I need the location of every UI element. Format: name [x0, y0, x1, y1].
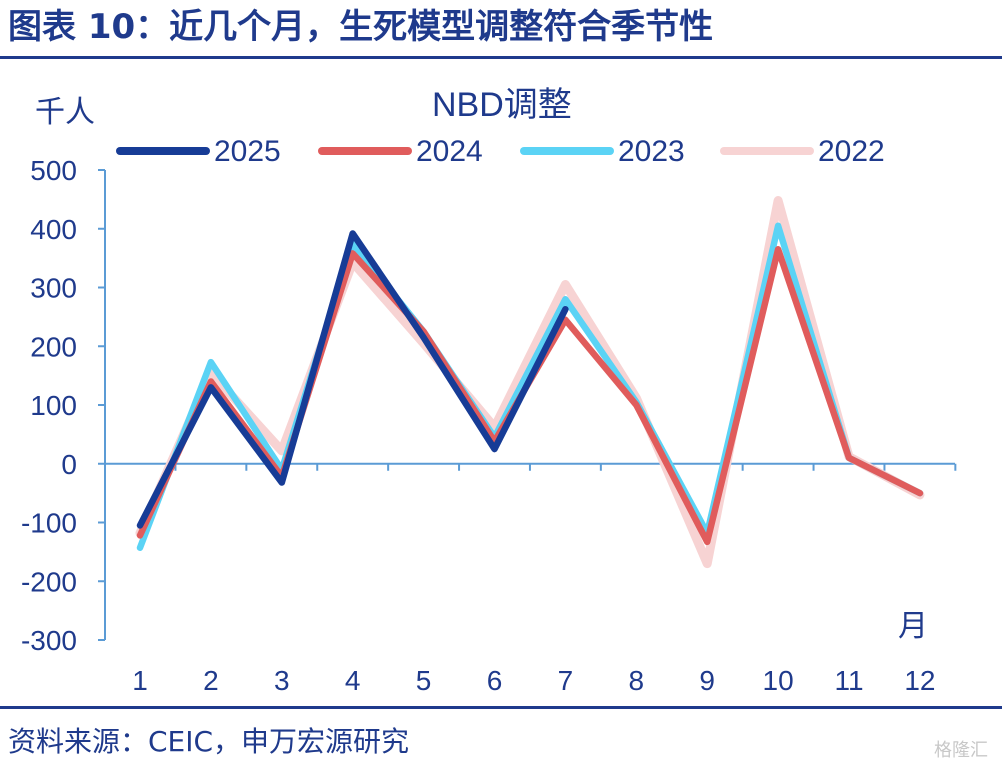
- x-tick-label: 3: [274, 665, 290, 696]
- x-tick-label: 1: [132, 665, 148, 696]
- x-axis-label: 月: [898, 610, 928, 643]
- x-tick-label: 6: [487, 665, 503, 696]
- x-tick-label: 10: [763, 665, 794, 696]
- x-tick-label: 5: [416, 665, 432, 696]
- legend-label-2023: 2023: [618, 135, 685, 168]
- chart-title: NBD调整: [432, 86, 572, 124]
- chart-series-lines: [135, 196, 925, 569]
- source-rule: [0, 706, 1002, 709]
- chart-legend: 2025 2024 2023 2022: [116, 135, 885, 168]
- legend-label-2022: 2022: [818, 135, 885, 168]
- y-tick-label: 0: [61, 449, 77, 480]
- y-tick-label: -200: [21, 566, 77, 597]
- y-tick-label: -300: [21, 625, 77, 656]
- x-tick-label: 7: [558, 665, 574, 696]
- series-line-2025: [136, 230, 569, 529]
- watermark-logo: 格隆汇: [934, 740, 988, 761]
- series-line-2023: [136, 222, 924, 552]
- y-tick-label: -100: [21, 508, 77, 539]
- y-tick-label: 500: [30, 155, 77, 186]
- y-tick-label: 300: [30, 273, 77, 304]
- x-tick-label: 11: [834, 665, 863, 696]
- x-tick-label: 2: [203, 665, 219, 696]
- y-tick-label: 200: [30, 331, 77, 362]
- x-tick-label: 8: [629, 665, 645, 696]
- x-tick-label: 9: [699, 665, 715, 696]
- series-line-2022: [135, 196, 925, 569]
- y-tick-label: 100: [30, 390, 77, 421]
- x-tick-label: 4: [345, 665, 361, 696]
- legend-label-2024: 2024: [416, 135, 483, 168]
- figure-title: 图表 10：近几个月，生死模型调整符合季节性: [8, 7, 714, 47]
- y-axis-label: 千人: [35, 96, 95, 129]
- y-tick-label: 400: [30, 214, 77, 245]
- x-tick-label: 12: [904, 665, 935, 696]
- legend-label-2025: 2025: [214, 135, 281, 168]
- title-rule: [0, 56, 1002, 59]
- source-note: 资料来源：CEIC，申万宏源研究: [8, 725, 410, 758]
